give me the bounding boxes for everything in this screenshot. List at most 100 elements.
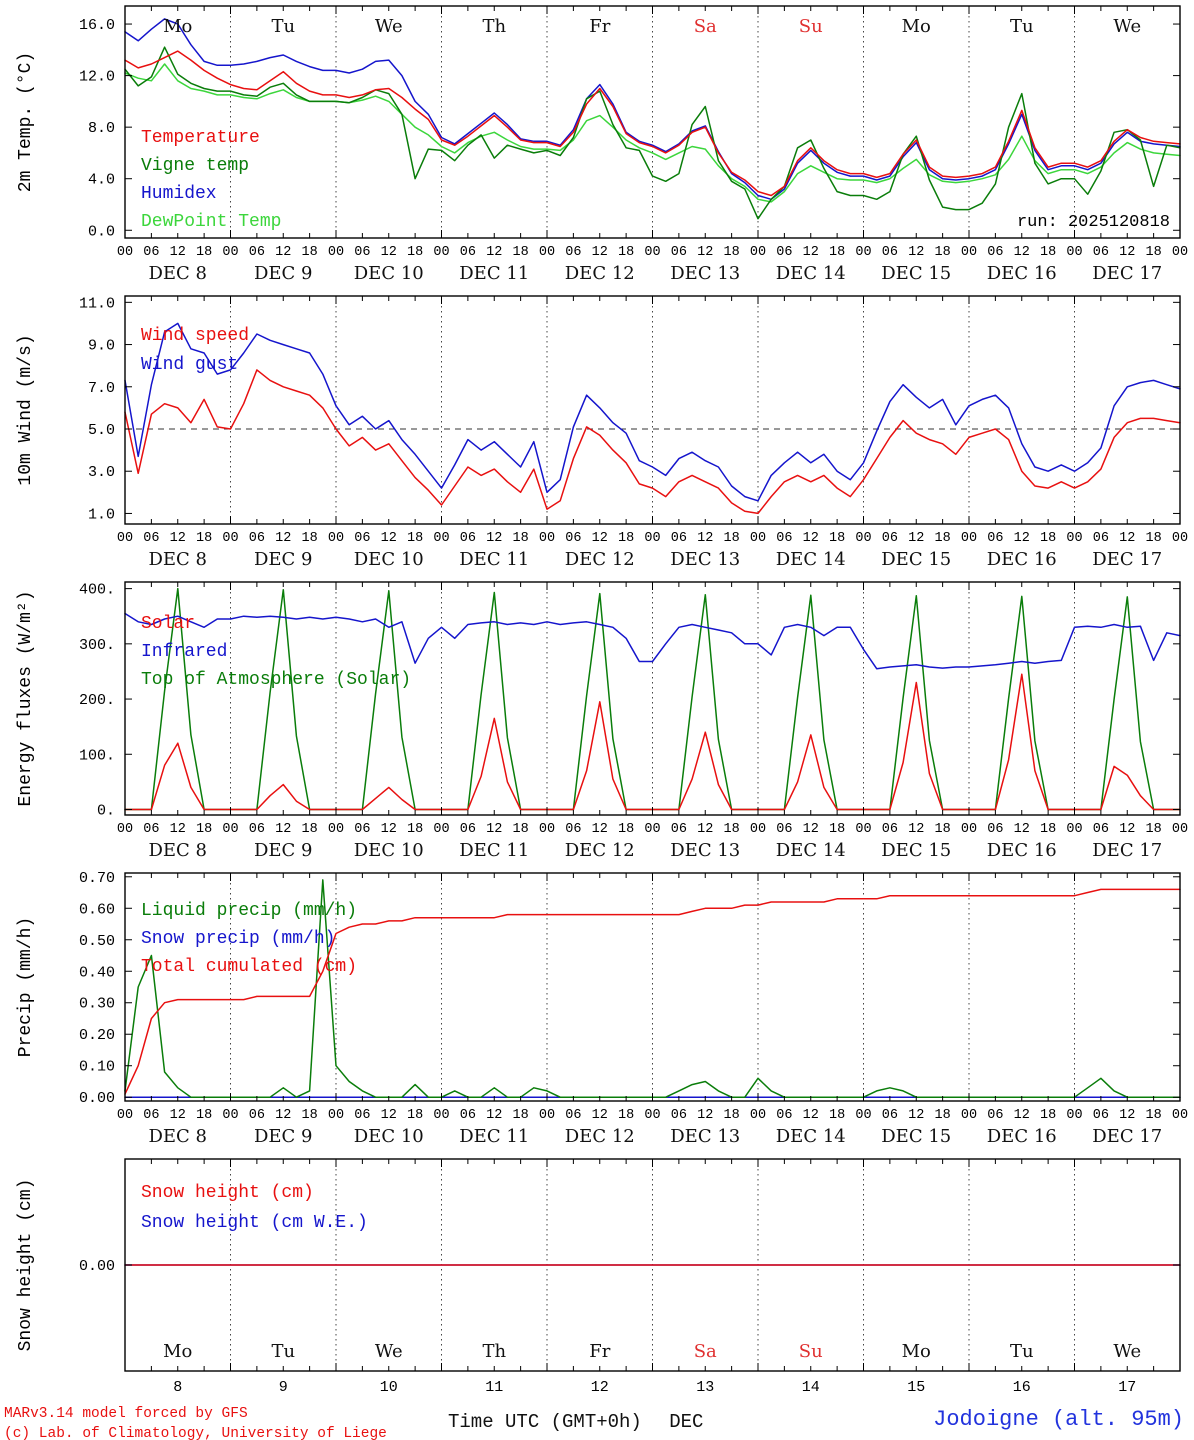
svg-text:06: 06: [1093, 1108, 1109, 1123]
svg-text:18: 18: [935, 245, 951, 260]
svg-text:DEC 9: DEC 9: [254, 1126, 313, 1147]
svg-text:12: 12: [1119, 1108, 1135, 1123]
svg-text:06: 06: [671, 531, 687, 546]
svg-text:06: 06: [354, 245, 370, 260]
svg-text:18: 18: [196, 822, 212, 837]
svg-text:9: 9: [279, 1379, 288, 1396]
svg-text:06: 06: [671, 822, 687, 837]
svg-text:00: 00: [750, 245, 766, 260]
precip-plot: 0.00 0.10 0.20 0.30 0.40 0.50 0.60 0.70 Precip (…: [0, 867, 1194, 1153]
svg-text:00: 00: [855, 531, 871, 546]
svg-text:18: 18: [829, 822, 845, 837]
svg-text:Th: Th: [482, 16, 506, 37]
svg-text:06: 06: [882, 1108, 898, 1123]
svg-text:12: 12: [908, 531, 924, 546]
svg-text:0.50: 0.50: [79, 933, 115, 950]
svg-text:DEC 11: DEC 11: [459, 549, 529, 570]
svg-text:00: 00: [644, 531, 660, 546]
svg-text:00: 00: [539, 531, 555, 546]
snow-height-plot: 0.00 Snow height (cm) 8 9 10 11 12 13 14 15 16 17 Mo…: [0, 1153, 1194, 1405]
svg-text:06: 06: [776, 1108, 792, 1123]
svg-text:Total cumulated (cm): Total cumulated (cm): [141, 957, 357, 977]
svg-text:06: 06: [354, 531, 370, 546]
svg-text:DEC 16: DEC 16: [987, 263, 1057, 284]
svg-text:Mo: Mo: [163, 16, 192, 37]
svg-text:DEC 11: DEC 11: [459, 263, 529, 284]
svg-text:4.0: 4.0: [88, 172, 115, 189]
svg-text:18: 18: [196, 245, 212, 260]
energy-flux-panel: 0. 100. 200. 300. 400. Energy fluxes (W/m²) 00…: [0, 576, 1194, 867]
svg-text:12: 12: [170, 531, 186, 546]
svg-text:18: 18: [302, 822, 318, 837]
svg-text:12: 12: [381, 531, 397, 546]
svg-text:00: 00: [433, 245, 449, 260]
precip-panel: 0.00 0.10 0.20 0.30 0.40 0.50 0.60 0.70 Precip (…: [0, 867, 1194, 1153]
svg-text:12: 12: [803, 531, 819, 546]
svg-text:DEC 15: DEC 15: [881, 549, 951, 570]
svg-text:Snow height (cm): Snow height (cm): [141, 1183, 314, 1203]
snow-height-panel: 0.00 Snow height (cm) 8 9 10 11 12 13 14 15 16 17 Mo…: [0, 1153, 1194, 1405]
model-credit-line1: MARv3.14 model forced by GFS: [4, 1406, 248, 1422]
svg-text:06: 06: [460, 245, 476, 260]
svg-text:00: 00: [222, 822, 238, 837]
svg-text:18: 18: [407, 1108, 423, 1123]
svg-text:18: 18: [513, 1108, 529, 1123]
svg-text:12: 12: [381, 822, 397, 837]
svg-text:18: 18: [724, 531, 740, 546]
svg-text:8: 8: [173, 1379, 182, 1396]
svg-text:12: 12: [592, 245, 608, 260]
svg-text:Infrared: Infrared: [141, 642, 227, 662]
svg-text:Fr: Fr: [589, 16, 610, 37]
svg-text:06: 06: [460, 822, 476, 837]
svg-text:12: 12: [275, 1108, 291, 1123]
svg-text:0.20: 0.20: [79, 1027, 115, 1044]
svg-text:18: 18: [407, 531, 423, 546]
svg-text:06: 06: [565, 1108, 581, 1123]
footer: MARv3.14 model forced by GFS (c) Lab. of…: [0, 1405, 1194, 1440]
station-label: Jodoigne (alt. 95m): [933, 1407, 1184, 1432]
svg-text:DEC 17: DEC 17: [1092, 1126, 1162, 1147]
svg-text:17: 17: [1118, 1379, 1136, 1396]
svg-text:00: 00: [961, 245, 977, 260]
svg-text:06: 06: [354, 822, 370, 837]
svg-text:Wind speed: Wind speed: [141, 326, 249, 346]
svg-text:12: 12: [908, 822, 924, 837]
svg-text:DEC 13: DEC 13: [670, 549, 740, 570]
svg-text:DEC 12: DEC 12: [565, 840, 635, 861]
svg-text:18: 18: [724, 245, 740, 260]
svg-text:DEC 11: DEC 11: [459, 1126, 529, 1147]
svg-text:12: 12: [803, 245, 819, 260]
svg-text:0.00: 0.00: [79, 1258, 115, 1275]
svg-text:Tu: Tu: [1010, 16, 1034, 37]
svg-text:DewPoint Temp: DewPoint Temp: [141, 212, 281, 232]
svg-text:10: 10: [380, 1379, 398, 1396]
svg-text:18: 18: [302, 245, 318, 260]
svg-text:00: 00: [750, 1108, 766, 1123]
svg-text:Tu: Tu: [1010, 1341, 1034, 1362]
svg-text:DEC 12: DEC 12: [565, 1126, 635, 1147]
svg-text:7.0: 7.0: [88, 380, 115, 397]
svg-text:12: 12: [381, 245, 397, 260]
svg-text:00: 00: [433, 822, 449, 837]
svg-text:13: 13: [696, 1379, 714, 1396]
svg-text:18: 18: [829, 245, 845, 260]
svg-text:Snow precip (mm/h): Snow precip (mm/h): [141, 929, 335, 949]
svg-text:00: 00: [644, 245, 660, 260]
svg-text:DEC 15: DEC 15: [881, 263, 951, 284]
svg-text:12: 12: [591, 1379, 609, 1396]
svg-text:Top of Atmosphere (Solar): Top of Atmosphere (Solar): [141, 670, 411, 690]
svg-text:11.0: 11.0: [79, 295, 115, 312]
svg-text:Tu: Tu: [271, 1341, 295, 1362]
svg-text:12: 12: [381, 1108, 397, 1123]
svg-text:00: 00: [855, 245, 871, 260]
svg-text:DEC 10: DEC 10: [354, 263, 424, 284]
svg-text:15: 15: [907, 1379, 925, 1396]
svg-text:12: 12: [275, 822, 291, 837]
svg-text:06: 06: [249, 531, 265, 546]
svg-text:DEC 11: DEC 11: [459, 840, 529, 861]
svg-text:06: 06: [987, 1108, 1003, 1123]
svg-text:00: 00: [1172, 822, 1188, 837]
svg-text:9.0: 9.0: [88, 338, 115, 355]
svg-text:DEC 9: DEC 9: [254, 840, 313, 861]
svg-text:DEC 17: DEC 17: [1092, 840, 1162, 861]
